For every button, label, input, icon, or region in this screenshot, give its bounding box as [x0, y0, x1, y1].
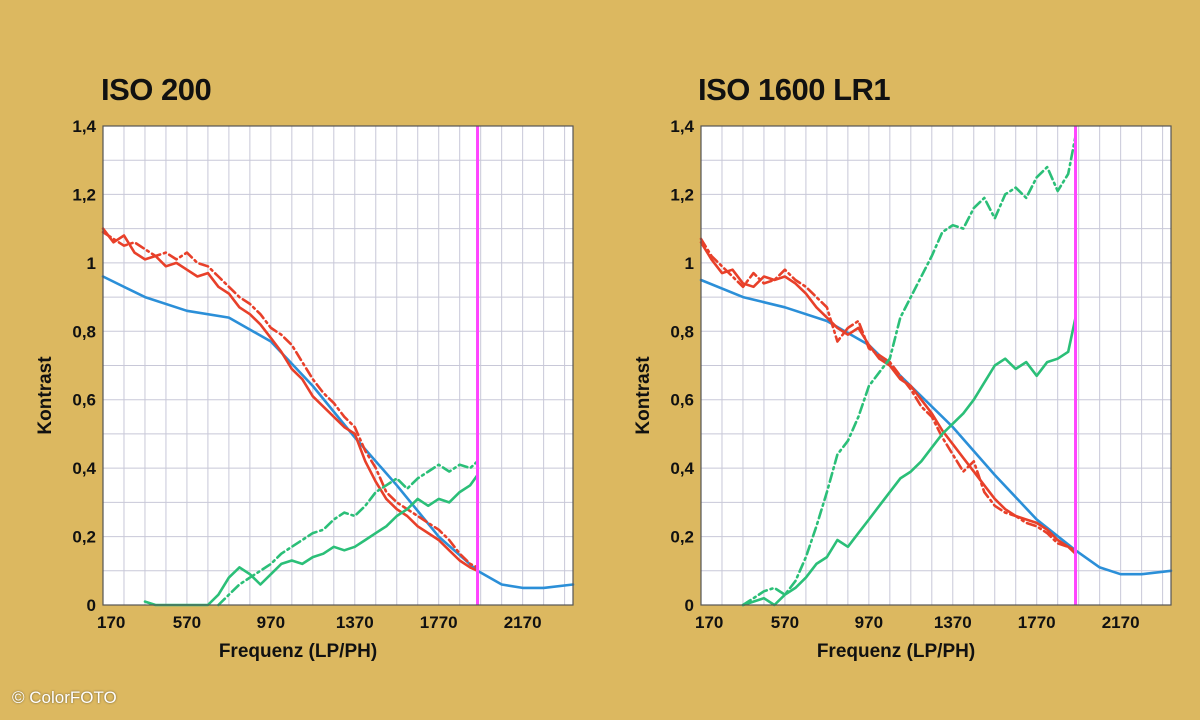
series-line-blue-solid	[101, 275, 575, 590]
x-tick-label: 970	[257, 613, 285, 632]
series-line-red-dashdot	[699, 237, 1077, 552]
series-line-green-solid	[143, 473, 479, 607]
y-tick-label: 0,4	[72, 459, 96, 478]
copyright-credit: © ColorFOTO	[12, 688, 117, 707]
chart-iso200: 0 0,2 0,4 0,6 0,8 1 1,2 1,4 170 570 970 1370 1770 217…	[35, 117, 575, 662]
y-axis-label: Kontrast	[35, 356, 56, 435]
series-line-red-dashdot	[101, 230, 479, 569]
y-tick-label: 0	[685, 596, 694, 615]
x-axis-label: Frequenz (LP/PH)	[817, 641, 975, 662]
x-tick-label: 1370	[336, 613, 374, 632]
x-tick-label: 170	[97, 613, 125, 632]
series-line-green-dashdot	[217, 459, 479, 607]
x-tick-label: 570	[173, 613, 201, 632]
x-tick-label: 2170	[504, 613, 542, 632]
y-tick-label: 0,4	[670, 459, 694, 478]
plot-frame	[700, 125, 1172, 606]
y-tick-label: 0	[87, 596, 96, 615]
x-tick-label: 970	[855, 613, 883, 632]
chart-title-iso1600: ISO 1600 LR1	[698, 72, 891, 107]
x-tick-label: 2170	[1102, 613, 1140, 632]
x-tick-label: 1770	[420, 613, 458, 632]
y-tick-label: 1,2	[670, 185, 694, 204]
x-axis-label: Frequenz (LP/PH)	[219, 641, 377, 662]
series-line-blue-solid	[699, 278, 1173, 576]
plot-frame	[102, 125, 574, 606]
y-tick-label: 1,2	[72, 185, 96, 204]
y-tick-label: 1,4	[72, 117, 96, 136]
chart-iso1600: 0 0,2 0,4 0,6 0,8 1 1,2 1,4 170 570 970 1370 1770 217…	[633, 117, 1173, 662]
y-tick-label: 0,6	[670, 391, 694, 410]
x-tick-label: 570	[771, 613, 799, 632]
y-tick-label: 0,8	[72, 322, 96, 341]
y-tick-label: 0,2	[670, 528, 694, 547]
chart-title-iso200: ISO 200	[101, 72, 212, 107]
series-line-green-solid	[741, 316, 1077, 607]
y-tick-label: 1	[685, 254, 694, 273]
y-tick-label: 1	[87, 254, 96, 273]
y-tick-label: 0,8	[670, 322, 694, 341]
x-tick-label: 1370	[934, 613, 972, 632]
series-line-red-solid	[101, 227, 479, 573]
y-tick-label: 0,2	[72, 528, 96, 547]
y-tick-label: 1,4	[670, 117, 694, 136]
series-line-green-dashdot	[741, 134, 1077, 607]
x-tick-label: 1770	[1018, 613, 1056, 632]
y-tick-label: 0,6	[72, 391, 96, 410]
y-axis-label: Kontrast	[633, 356, 654, 435]
x-tick-label: 170	[695, 613, 723, 632]
